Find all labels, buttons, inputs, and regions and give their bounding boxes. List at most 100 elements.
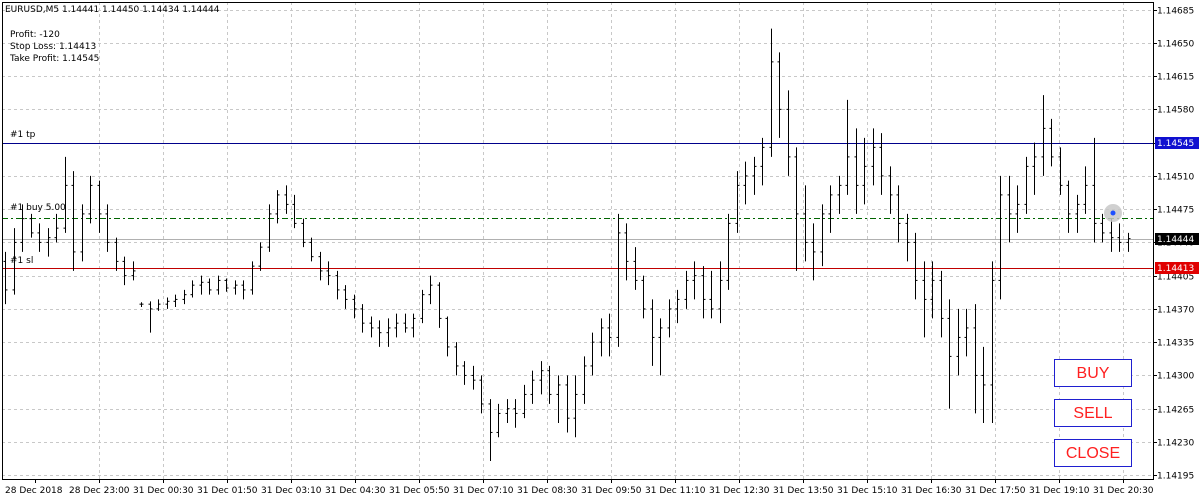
- ohlc-bar: [837, 175, 842, 214]
- ohlc-bar: [139, 302, 144, 308]
- ohlc-bar: [122, 256, 127, 286]
- ohlc-bar: [820, 204, 825, 267]
- ohlc-bar: [1092, 137, 1097, 243]
- ohlc-bar: [207, 278, 212, 295]
- y-tick-label: 1.14475: [1157, 206, 1194, 216]
- ohlc-bar: [386, 318, 391, 347]
- ohlc-bar: [811, 223, 816, 281]
- ohlc-bar: [326, 261, 331, 286]
- ohlc-bar: [633, 247, 638, 290]
- ohlc-bar: [343, 285, 348, 309]
- price-tag-tp: 1.14545: [1157, 139, 1194, 149]
- ohlc-bar: [1058, 147, 1063, 195]
- ohlc-bar: [1075, 194, 1080, 233]
- ohlc-bar: [1007, 175, 1012, 243]
- ohlc-bar: [726, 213, 731, 290]
- ohlc-bar: [582, 356, 587, 404]
- price-tag-sl: 1.14413: [1157, 264, 1194, 274]
- x-tick-label: 31 Dec 16:30: [901, 486, 962, 496]
- ohlc-bar: [828, 185, 833, 233]
- ohlc-bar: [165, 297, 170, 309]
- plot-frame: [2, 2, 1154, 480]
- ohlc-bar: [199, 275, 204, 295]
- ohlc-bar: [862, 137, 867, 205]
- ohlc-bar: [352, 294, 357, 319]
- chart-grid: [2, 2, 1153, 479]
- ohlc-bar: [845, 99, 850, 195]
- ohlc-bar: [420, 289, 425, 324]
- ohlc-bar: [981, 346, 986, 423]
- ohlc-bar: [250, 261, 255, 295]
- ohlc-bar: [998, 175, 1003, 300]
- ohlc-bar: [156, 299, 161, 311]
- price-tag-current-bg: [1155, 233, 1199, 245]
- ohlc-bar: [871, 128, 876, 186]
- ohlc-bar: [224, 278, 229, 292]
- ohlc-bar: [190, 280, 195, 298]
- price-axis-labels: 1.14545 1.14413 1.14444: [1155, 137, 1199, 274]
- x-tick-label: 31 Dec 13:50: [773, 486, 834, 496]
- ohlc-bar: [105, 204, 110, 252]
- y-tick-label: 1.14405: [1157, 273, 1194, 283]
- ohlc-bar: [530, 370, 535, 404]
- x-tick-label: 31 Dec 08:30: [517, 486, 578, 496]
- ohlc-bar: [888, 166, 893, 214]
- ohlc-bar: [905, 213, 910, 262]
- ohlc-bar: [513, 399, 518, 428]
- ohlc-bar: [786, 90, 791, 176]
- ohlc-bar: [37, 223, 42, 252]
- ohlc-bar: [369, 316, 374, 338]
- ohlc-bar: [462, 361, 467, 385]
- ohlc-bar: [233, 280, 238, 295]
- ohlc-bar: [964, 308, 969, 357]
- ohlc-bar: [173, 294, 178, 308]
- symbol-header: EURUSD,M5 1.14441 1.14450 1.14434 1.1444…: [5, 5, 220, 15]
- ohlc-bar: [428, 275, 433, 305]
- ohlc-bar: [496, 403, 501, 438]
- y-tick-label: 1.14615: [1157, 73, 1194, 83]
- ohlc-bar: [3, 251, 8, 305]
- ohlc-bar: [258, 242, 263, 271]
- ohlc-bar: [275, 190, 280, 224]
- ohlc-bar: [318, 251, 323, 281]
- y-tick-label: 1.14230: [1157, 439, 1194, 449]
- close-button[interactable]: CLOSE: [1054, 439, 1132, 467]
- ohlc-bar: [97, 180, 102, 233]
- ohlc-bar: [658, 318, 663, 376]
- x-tick-label: 31 Dec 09:50: [581, 486, 642, 496]
- x-tick-label: 31 Dec 12:30: [709, 486, 770, 496]
- ohlc-bar: [454, 342, 459, 376]
- ohlc-bar: [684, 270, 689, 309]
- ohlc-bar: [148, 301, 153, 333]
- ohlc-bar: [718, 261, 723, 324]
- ohlc-bar: [411, 313, 416, 338]
- ohlc-bar: [1126, 232, 1131, 252]
- ohlc-bar: [522, 384, 527, 419]
- ohlc-bar: [777, 52, 782, 138]
- ohlc-bar: [641, 275, 646, 319]
- ohlc-bar: [990, 261, 995, 423]
- ohlc-bar: [394, 313, 399, 338]
- sell-button[interactable]: SELL: [1054, 399, 1132, 427]
- ohlc-bar: [131, 261, 136, 281]
- ohlc-bar: [709, 270, 714, 319]
- ohlc-bar: [377, 320, 382, 347]
- buy-button[interactable]: BUY: [1054, 359, 1132, 387]
- ohlc-bar: [616, 213, 621, 347]
- ohlc-bar: [1100, 213, 1105, 243]
- ohlc-bar: [241, 280, 246, 300]
- price-tag-tp-bg: [1155, 137, 1199, 149]
- y-tick-label: 1.14300: [1157, 372, 1194, 382]
- ohlc-bar: [309, 237, 314, 262]
- ohlc-bar: [284, 185, 289, 214]
- x-tick-label: 31 Dec 20:30: [1093, 486, 1154, 496]
- ohlc-bar: [675, 289, 680, 324]
- x-tick-label: 31 Dec 04:30: [325, 486, 386, 496]
- x-tick-label: 31 Dec 05:50: [389, 486, 450, 496]
- ohlc-bar: [471, 365, 476, 390]
- sl-line-label: #1 sl: [10, 256, 34, 266]
- y-tick-label: 1.14510: [1157, 173, 1194, 183]
- ohlc-bar: [947, 299, 952, 409]
